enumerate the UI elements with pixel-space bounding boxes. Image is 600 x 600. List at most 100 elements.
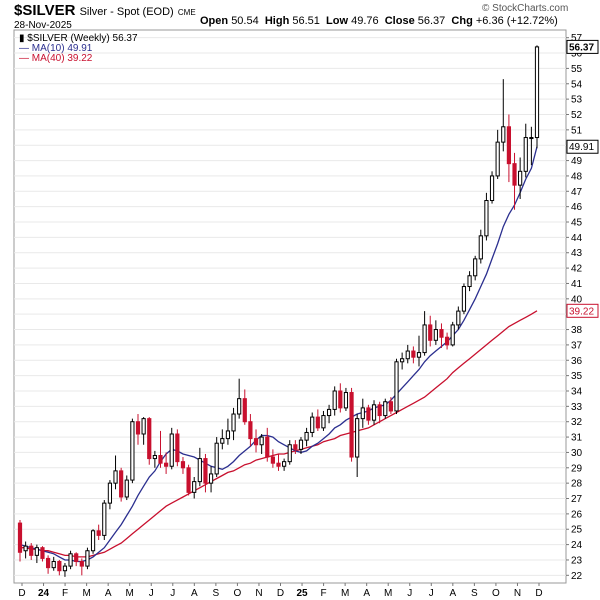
legend-ma10-icon: — (19, 43, 29, 54)
x-tick-label: S (213, 588, 220, 599)
candle-body (124, 479, 129, 498)
candle-body (119, 470, 124, 498)
y-tick-label: 48 (571, 171, 583, 182)
y-tick-label: 22 (571, 571, 583, 582)
x-tick-label: A (363, 588, 370, 599)
legend-price-label: $SILVER (Weekly) 56.37 (27, 33, 138, 44)
x-tick-label: F (62, 588, 68, 599)
ma40-badge-text: 39.22 (569, 306, 594, 317)
ma40-badge-box (566, 303, 599, 318)
candle-body (51, 560, 56, 569)
candle-body (85, 550, 90, 567)
candle-body (456, 310, 461, 326)
y-tick-label: 38 (571, 325, 583, 336)
y-tick-label: 34 (571, 386, 583, 397)
y-tick-label: 29 (571, 463, 583, 474)
stockcharts-brand[interactable]: © StockCharts.com (482, 3, 569, 14)
candle-body (506, 126, 512, 165)
candle-body (360, 407, 365, 420)
x-tick-label: M (341, 588, 349, 599)
candle-body (338, 390, 343, 409)
candle-body (130, 421, 135, 481)
candle-body (411, 350, 416, 358)
x-tick-label: O (492, 588, 500, 599)
y-tick-label: 47 (571, 187, 583, 198)
candle-body (478, 235, 483, 260)
y-tick-label: 49 (571, 156, 583, 167)
candle-body (242, 398, 247, 423)
y-tick-label: 52 (571, 110, 583, 121)
x-tick-label: D (277, 588, 284, 599)
candle-body (355, 418, 360, 458)
candle-body (304, 431, 309, 441)
y-tick-label: 32 (571, 417, 583, 428)
candle-body (158, 455, 163, 464)
candle-body (343, 392, 349, 409)
y-tick-label: 44 (571, 233, 583, 244)
candle-body (68, 553, 73, 567)
candle-body (17, 522, 23, 553)
y-tick-label: 33 (571, 402, 583, 413)
candle-body (74, 553, 79, 562)
legend-ma40: — MA(40) 39.22 (19, 53, 92, 64)
candle-body (253, 438, 259, 446)
symbol-title: $SILVER Silver - Spot (EOD) CME (14, 2, 196, 19)
legend-price: ▮ $SILVER (Weekly) 56.37 (19, 33, 138, 44)
candle-body (62, 565, 68, 572)
candle-body (512, 163, 517, 186)
y-tick-label: 23 (571, 555, 583, 566)
candle-body (237, 398, 242, 415)
y-tick-label: 25 (571, 525, 583, 536)
candle-body (298, 439, 304, 450)
y-tick-label: 37 (571, 340, 583, 351)
candle-body (293, 444, 298, 450)
x-tick-label: J (429, 588, 434, 599)
candle-body (152, 455, 157, 460)
low-value: 49.76 (351, 15, 379, 27)
candle-body (231, 413, 236, 432)
y-tick-label: 42 (571, 264, 583, 275)
candle-body (276, 462, 281, 467)
candle-body (394, 361, 399, 412)
legend-ma10-label: MA(10) 49.91 (31, 43, 93, 54)
candle-body (523, 137, 528, 172)
y-tick-label: 43 (571, 248, 583, 259)
candle-body (192, 481, 197, 493)
y-tick-label: 53 (571, 95, 583, 106)
candle-body (259, 436, 264, 446)
candle-body (450, 324, 455, 346)
y-tick-label: 56 (571, 49, 583, 60)
x-tick-label: A (449, 588, 456, 599)
candle-body (388, 401, 393, 412)
candle-body (383, 401, 388, 417)
candle-body (164, 462, 169, 467)
candle-body (40, 547, 45, 559)
candle-body (79, 560, 84, 567)
candle-body (310, 416, 315, 433)
x-tick-label: D (18, 588, 25, 599)
close-value: 56.37 (417, 15, 446, 27)
chart-date: 28-Nov-2025 (14, 20, 72, 31)
y-tick-label: 28 (571, 479, 583, 490)
x-tick-label: J (149, 588, 154, 599)
x-tick-label: A (191, 588, 198, 599)
x-tick-label: D (535, 588, 542, 599)
legend-ma40-icon: — (19, 53, 29, 64)
candle-body (501, 126, 506, 143)
x-tick-label: 24 (38, 588, 50, 599)
candle-body (315, 416, 320, 429)
candle-body (400, 358, 405, 363)
candle-body (107, 482, 113, 504)
candle-body (326, 408, 332, 417)
candle-body (534, 46, 540, 139)
candle-body (23, 545, 28, 552)
x-tick-label: O (234, 588, 242, 599)
candle-body (220, 438, 225, 444)
candle-body (34, 547, 39, 556)
candle-body (225, 430, 231, 440)
open-label: Open (200, 15, 229, 27)
y-tick-label: 30 (571, 448, 583, 459)
plot-frame (13, 29, 567, 584)
candle-body (135, 421, 141, 435)
